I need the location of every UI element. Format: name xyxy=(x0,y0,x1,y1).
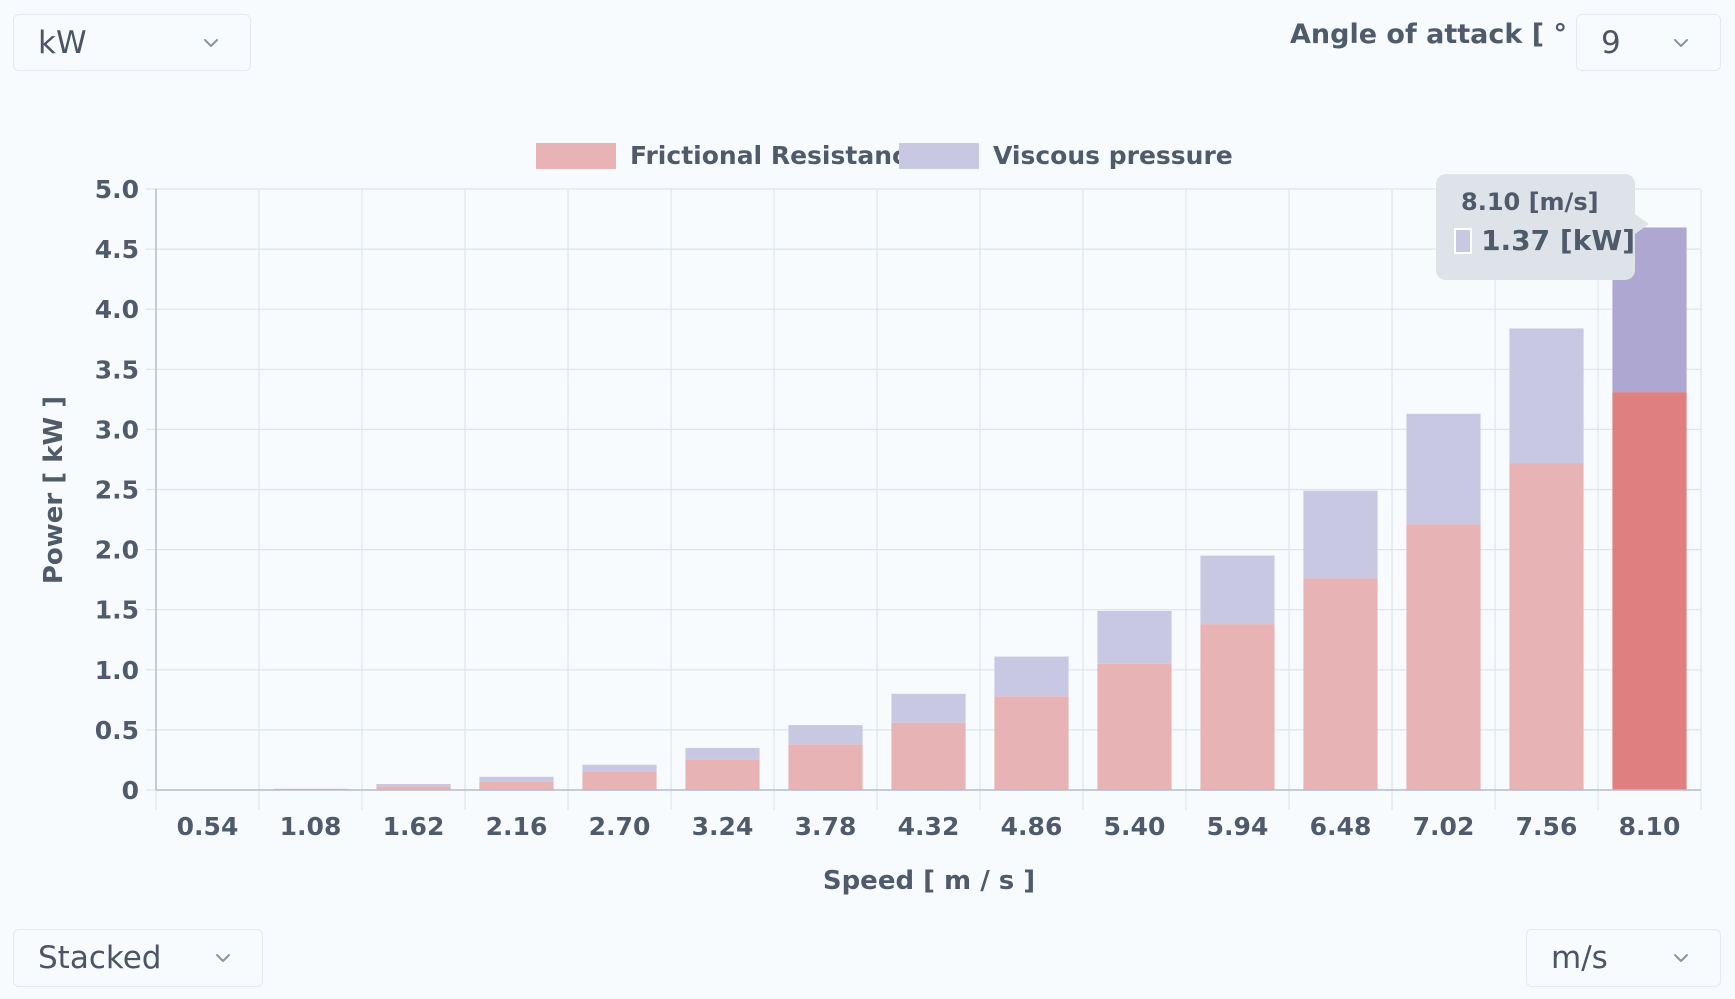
chevron-down-icon xyxy=(1674,954,1688,962)
x-tick-label: 2.70 xyxy=(589,812,651,841)
chevron-down-icon xyxy=(216,954,230,962)
x-tick-label: 7.56 xyxy=(1516,812,1578,841)
bar-frictional-resistance[interactable] xyxy=(1509,463,1584,790)
chevron-down-icon xyxy=(1674,38,1688,47)
speed-unit-select[interactable]: m/s xyxy=(1526,929,1721,987)
bar-frictional-resistance[interactable] xyxy=(685,759,760,790)
x-tick-label: 2.16 xyxy=(486,812,548,841)
y-tick-label: 4.0 xyxy=(95,295,139,324)
bar-frictional-resistance[interactable] xyxy=(1097,663,1172,790)
bar-frictional-resistance[interactable] xyxy=(1200,624,1275,790)
unit-select-value: kW xyxy=(38,24,87,61)
speed-unit-select-value: m/s xyxy=(1551,940,1608,976)
y-tick-label: 2.5 xyxy=(95,476,139,505)
x-axis-title: Speed [ m / s ] xyxy=(823,866,1035,896)
x-tick-label: 1.08 xyxy=(280,812,342,841)
y-tick-label: 1.0 xyxy=(95,656,139,685)
x-tick-label: 4.86 xyxy=(1001,812,1063,841)
y-tick-label: 0 xyxy=(122,776,139,805)
bar-viscous-pressure[interactable] xyxy=(1406,413,1481,525)
bar-frictional-resistance[interactable] xyxy=(479,781,554,790)
angle-select-value: 9 xyxy=(1601,24,1621,61)
bar-frictional-resistance[interactable] xyxy=(788,744,863,790)
bar-frictional-resistance[interactable] xyxy=(582,771,657,790)
x-tick-label: 0.54 xyxy=(177,812,239,841)
y-tick-label: 4.5 xyxy=(95,235,139,264)
legend-label[interactable]: Viscous pressure xyxy=(993,141,1233,170)
y-tick-label: 5.0 xyxy=(95,175,139,204)
tooltip-title: 8.10 [m/s] xyxy=(1461,188,1599,216)
bar-viscous-pressure[interactable] xyxy=(788,725,863,745)
legend: Frictional Resistance Viscous pressure xyxy=(536,141,1233,170)
legend-label[interactable]: Frictional Resistance xyxy=(630,141,924,170)
bar-frictional-resistance[interactable] xyxy=(376,786,451,790)
x-tick-label: 7.02 xyxy=(1413,812,1475,841)
chart-mode-select[interactable]: Stacked xyxy=(13,929,263,987)
tooltip-row: 1.37 [kW] xyxy=(1454,224,1635,257)
bar-viscous-pressure[interactable] xyxy=(685,747,760,760)
tooltip-value: 1.37 [kW] xyxy=(1481,224,1635,257)
x-tick-label: 3.24 xyxy=(692,812,754,841)
y-tick-label: 3.5 xyxy=(95,355,139,384)
bar-viscous-pressure[interactable] xyxy=(1509,328,1584,464)
bar-viscous-pressure[interactable] xyxy=(994,656,1069,697)
x-tick-label: 5.94 xyxy=(1207,812,1269,841)
angle-of-attack-label: Angle of attack [ ° ] xyxy=(1290,19,1589,50)
bar-frictional-resistance[interactable] xyxy=(1406,524,1481,790)
bar-frictional-resistance[interactable] xyxy=(891,722,966,790)
unit-select[interactable]: kW xyxy=(13,14,251,71)
x-tick-label: 5.40 xyxy=(1104,812,1166,841)
x-tick-label: 4.32 xyxy=(898,812,960,841)
x-tick-label: 1.62 xyxy=(383,812,445,841)
y-tick-label: 1.5 xyxy=(95,596,139,625)
x-tick-label: 6.48 xyxy=(1310,812,1372,841)
bar-viscous-pressure[interactable] xyxy=(1200,555,1275,625)
bar-viscous-pressure[interactable] xyxy=(582,764,657,772)
bar-viscous-pressure[interactable] xyxy=(891,693,966,723)
bar-frictional-resistance[interactable] xyxy=(1303,578,1378,790)
x-tick-label: 8.10 xyxy=(1619,812,1681,841)
y-tick-label: 2.0 xyxy=(95,536,139,565)
bar-frictional-resistance[interactable] xyxy=(1612,392,1687,790)
bar-frictional-resistance[interactable] xyxy=(994,696,1069,790)
angle-select[interactable]: 9 xyxy=(1576,14,1721,71)
bar-viscous-pressure[interactable] xyxy=(376,783,451,787)
y-axis-title: Power [ kW ] xyxy=(39,396,69,584)
bar-viscous-pressure[interactable] xyxy=(479,776,554,782)
x-tick-label: 3.78 xyxy=(795,812,857,841)
y-tick-label: 3.0 xyxy=(95,415,139,444)
bars xyxy=(273,227,1687,790)
chart-mode-select-value: Stacked xyxy=(38,940,162,976)
chevron-down-icon xyxy=(204,38,218,47)
chart-tooltip: 8.10 [m/s] 1.37 [kW] xyxy=(1436,174,1649,280)
axes: 0 0.5 1.0 1.5 2.0 2.5 3.0 3.5 4.0 4.5 5.0 0.54 1.08 1… xyxy=(95,175,1701,841)
y-tick-label: 0.5 xyxy=(95,716,139,745)
legend-swatch[interactable] xyxy=(899,143,979,169)
bar-viscous-pressure[interactable] xyxy=(1303,490,1378,579)
legend-swatch[interactable] xyxy=(536,143,616,169)
tooltip-swatch xyxy=(1454,227,1473,254)
bar-viscous-pressure[interactable] xyxy=(1097,610,1172,664)
